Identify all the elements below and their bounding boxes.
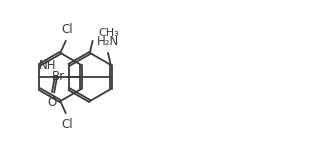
Text: CH₃: CH₃ xyxy=(98,28,119,38)
Text: NH: NH xyxy=(39,59,56,71)
Text: Cl: Cl xyxy=(61,118,73,131)
Text: Cl: Cl xyxy=(61,23,73,36)
Text: Br: Br xyxy=(52,71,65,83)
Text: O: O xyxy=(47,96,57,109)
Text: H₂N: H₂N xyxy=(97,35,119,49)
